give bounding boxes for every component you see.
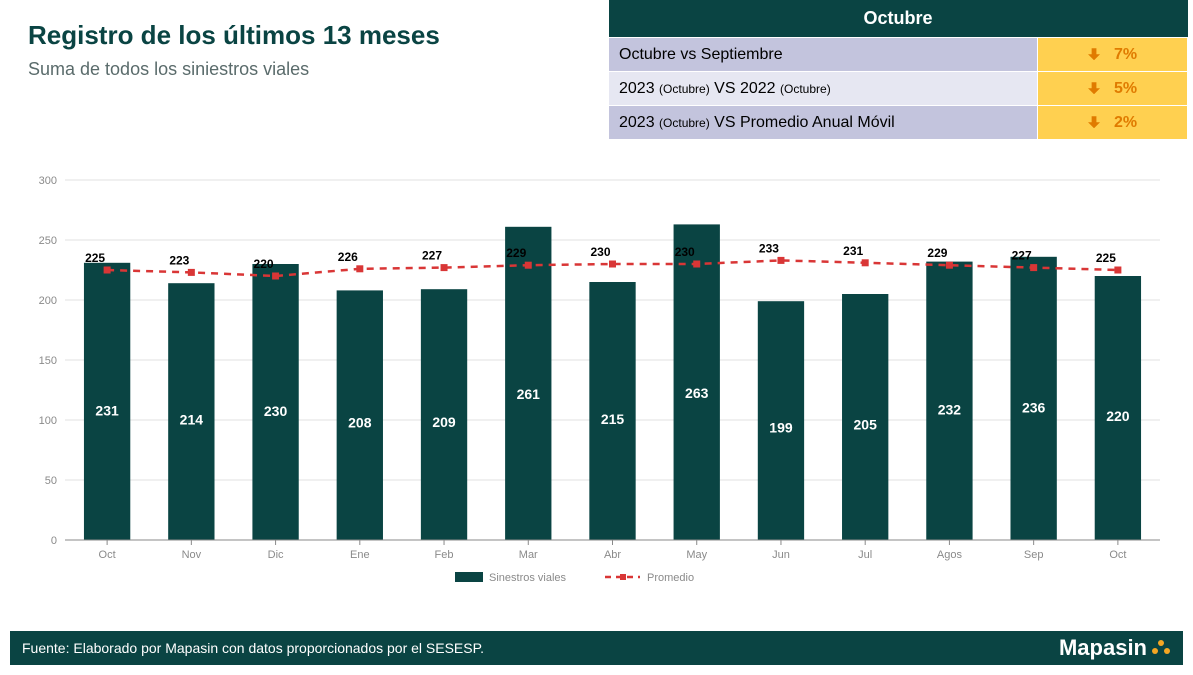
legend-line-label: Promedio — [647, 572, 694, 584]
chart-container: 0 50 100 150 200 250 300 231 Oct 214 Nov 230 Dic 208 E… — [20, 170, 1170, 600]
trend-value-label: 227 — [422, 249, 442, 263]
x-tick-label: Ene — [350, 549, 370, 561]
comparison-row: 2023 (Octubre) VS Promedio Anual Móvil2% — [609, 106, 1188, 140]
y-tick-label: 50 — [45, 475, 57, 487]
bar — [674, 224, 720, 540]
legend-line-marker — [620, 574, 626, 580]
logo-dots-icon — [1151, 638, 1171, 658]
header: Registro de los últimos 13 meses Suma de… — [28, 20, 440, 80]
comparison-row: 2023 (Octubre) VS 2022 (Octubre)5% — [609, 72, 1188, 106]
bar-chart: 0 50 100 150 200 250 300 231 Oct 214 Nov 230 Dic 208 E… — [20, 170, 1170, 600]
trend-value-label: 220 — [254, 257, 274, 271]
arrow-down-icon — [1088, 82, 1100, 94]
trend-value-label: 225 — [85, 251, 105, 265]
trend-value-label: 223 — [169, 253, 189, 267]
bar-value-label: 261 — [517, 386, 541, 402]
bar-value-label: 232 — [938, 402, 962, 418]
y-tick-label: 200 — [39, 295, 57, 307]
trend-marker — [1030, 264, 1037, 271]
trend-marker — [862, 259, 869, 266]
comparison-row: Octubre vs Septiembre7% — [609, 38, 1188, 72]
bar-value-label: 230 — [264, 403, 288, 419]
bar — [505, 227, 551, 540]
trend-marker — [104, 267, 111, 274]
legend-bar-label: Sinestros viales — [489, 572, 567, 584]
bar-value-label: 208 — [348, 415, 372, 431]
trend-marker — [693, 261, 700, 268]
bar-value-label: 263 — [685, 385, 709, 401]
trend-marker — [272, 273, 279, 280]
trend-value-label: 231 — [843, 244, 863, 258]
bar-value-label: 199 — [769, 420, 793, 436]
x-tick-label: Nov — [182, 549, 202, 561]
bar-value-label: 214 — [180, 411, 204, 427]
y-tick-label: 100 — [39, 415, 57, 427]
comparison-value: 7% — [1038, 38, 1188, 72]
trend-marker — [609, 261, 616, 268]
x-tick-label: Feb — [435, 549, 454, 561]
trend-marker — [525, 262, 532, 269]
footer-bar: Fuente: Elaborado por Mapasin con datos … — [10, 631, 1183, 665]
x-tick-label: May — [686, 549, 707, 561]
trend-value-label: 225 — [1096, 251, 1116, 265]
x-tick-label: Jun — [772, 549, 790, 561]
trend-marker — [188, 269, 195, 276]
trend-marker — [777, 257, 784, 264]
y-tick-label: 0 — [51, 535, 57, 547]
bar-value-label: 231 — [95, 402, 119, 418]
bar-value-label: 220 — [1106, 408, 1130, 424]
bar-value-label: 236 — [1022, 400, 1046, 416]
trend-value-label: 229 — [506, 246, 526, 260]
bar-value-label: 215 — [601, 411, 625, 427]
trend-value-label: 229 — [927, 246, 947, 260]
trend-value-label: 230 — [675, 245, 695, 259]
y-tick-label: 250 — [39, 235, 57, 247]
brand-name: Mapasin — [1059, 635, 1147, 661]
trend-value-label: 227 — [1012, 249, 1032, 263]
trend-marker — [1114, 267, 1121, 274]
arrow-down-icon — [1088, 48, 1100, 60]
legend-bar-swatch — [455, 572, 483, 582]
bar-value-label: 209 — [432, 414, 456, 430]
page-title: Registro de los últimos 13 meses — [28, 20, 440, 51]
comparison-value: 2% — [1038, 106, 1188, 140]
comparison-label: Octubre vs Septiembre — [609, 38, 1038, 72]
brand-logo: Mapasin — [1059, 635, 1171, 661]
x-tick-label: Dic — [268, 549, 284, 561]
y-tick-label: 150 — [39, 355, 57, 367]
x-tick-label: Sep — [1024, 549, 1044, 561]
trend-marker — [356, 265, 363, 272]
trend-value-label: 233 — [759, 241, 779, 255]
x-tick-label: Oct — [99, 549, 116, 561]
x-tick-label: Jul — [858, 549, 872, 561]
trend-marker — [441, 264, 448, 271]
x-tick-label: Mar — [519, 549, 538, 561]
comparison-table: Octubre Octubre vs Septiembre7%2023 (Oct… — [608, 0, 1188, 140]
page-subtitle: Suma de todos los siniestros viales — [28, 59, 440, 80]
trend-value-label: 226 — [338, 250, 358, 264]
x-tick-label: Oct — [1109, 549, 1126, 561]
comparison-label: 2023 (Octubre) VS 2022 (Octubre) — [609, 72, 1038, 106]
source-text: Fuente: Elaborado por Mapasin con datos … — [22, 640, 484, 656]
x-tick-label: Agos — [937, 549, 963, 561]
bar — [1010, 257, 1056, 540]
comparison-value: 5% — [1038, 72, 1188, 106]
x-tick-label: Abr — [604, 549, 621, 561]
trend-value-label: 230 — [590, 245, 610, 259]
trend-marker — [946, 262, 953, 269]
comparison-header: Octubre — [609, 0, 1188, 38]
comparison-body: Octubre vs Septiembre7%2023 (Octubre) VS… — [609, 38, 1188, 140]
y-tick-label: 300 — [39, 175, 57, 187]
bar-value-label: 205 — [854, 416, 878, 432]
comparison-label: 2023 (Octubre) VS Promedio Anual Móvil — [609, 106, 1038, 140]
arrow-down-icon — [1088, 116, 1100, 128]
